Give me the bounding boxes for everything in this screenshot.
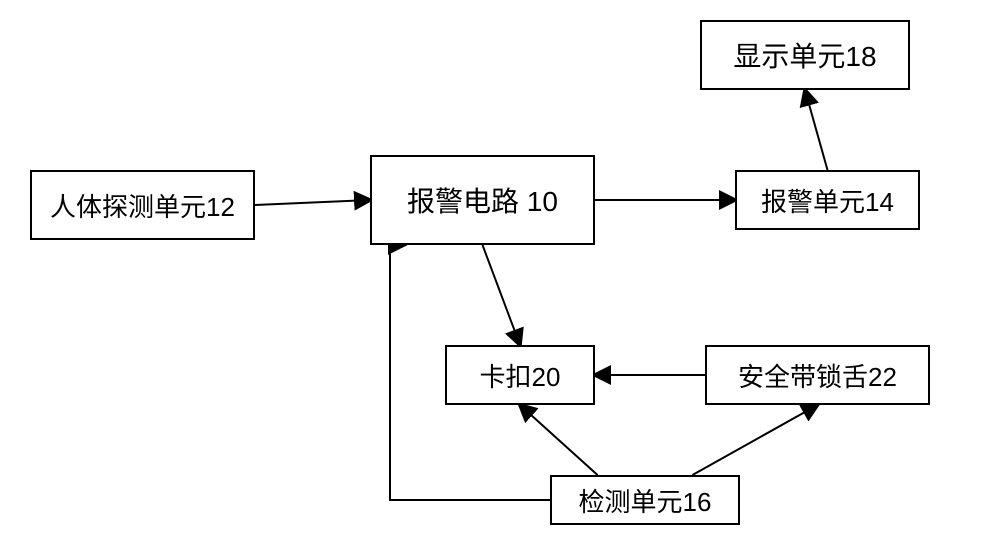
node-label: 显示单元18 <box>733 35 876 75</box>
node-buckle: 卡扣20 <box>445 345 595 405</box>
node-label: 报警单元14 <box>761 182 894 219</box>
node-alarm_circuit: 报警电路 10 <box>370 155 595 245</box>
node-detect_unit: 检测单元16 <box>550 475 740 525</box>
node-alarm_unit: 报警单元14 <box>735 170 920 230</box>
edge-detect_unit-to-belt_tongue <box>693 405 818 475</box>
node-label: 安全带锁舌22 <box>738 357 897 394</box>
edge-detector-to-alarm_circuit <box>255 200 370 205</box>
node-detector: 人体探测单元12 <box>30 170 255 240</box>
node-label: 人体探测单元12 <box>50 187 235 224</box>
node-label: 报警电路 10 <box>407 180 558 220</box>
node-display_unit: 显示单元18 <box>700 20 910 90</box>
node-belt_tongue: 安全带锁舌22 <box>705 345 930 405</box>
node-label: 检测单元16 <box>579 482 712 519</box>
edge-alarm_circuit-to-buckle <box>483 245 521 345</box>
edge-alarm_unit-to-display_unit <box>805 90 828 170</box>
node-label: 卡扣20 <box>480 357 561 394</box>
edge-detect_unit-to-buckle <box>520 405 598 475</box>
